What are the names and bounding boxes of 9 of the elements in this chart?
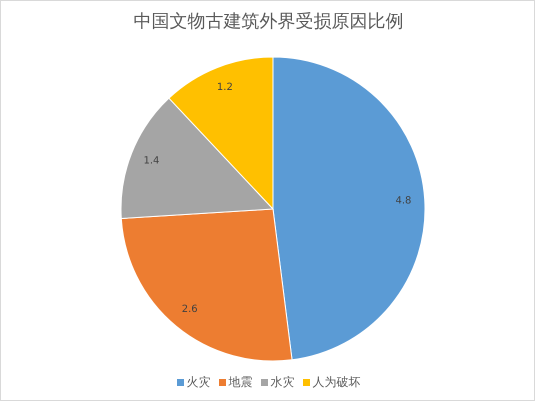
data-label: 1.2: [216, 82, 233, 93]
legend-label: 人为破坏: [312, 374, 360, 391]
legend-label: 火灾: [186, 374, 210, 391]
data-label: 2.6: [182, 304, 198, 316]
legend-label: 地震: [228, 374, 252, 391]
chart-title: 中国文物古建筑外界受损原因比例: [132, 10, 404, 33]
data-label: 1.4: [144, 155, 160, 166]
data-label: 4.8: [396, 195, 412, 206]
legend-label: 水灾: [270, 374, 294, 391]
